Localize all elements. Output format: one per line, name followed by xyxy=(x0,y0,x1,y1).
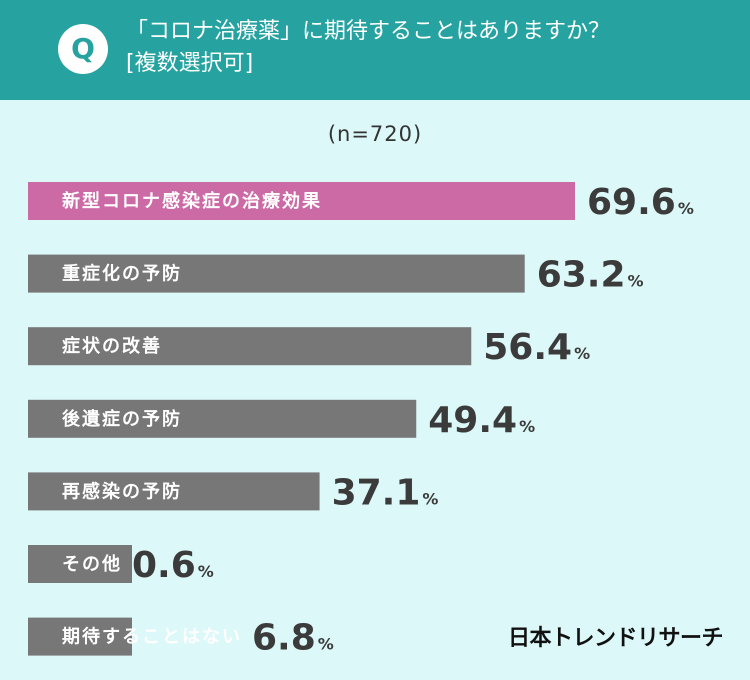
bar-category-label: 再感染の予防 xyxy=(62,480,182,502)
bar xyxy=(28,254,525,293)
bar-value-label: 56.4% xyxy=(483,327,590,368)
bar-group: 後遺症の予防 49.4% xyxy=(28,399,535,441)
bar xyxy=(28,399,417,438)
value-number: 69.6 xyxy=(587,182,676,223)
bar-value-label: 6.8% xyxy=(252,618,334,659)
question-line-1: 「コロナ治療薬」に期待することはありますか？ xyxy=(126,19,611,44)
bar-category-label: 新型コロナ感染症の治療効果 xyxy=(62,190,322,212)
bar xyxy=(28,472,320,511)
bar-group: 再感染の予防 37.1% xyxy=(28,472,438,513)
value-number: 0.6 xyxy=(132,545,196,586)
question-badge: Q xyxy=(58,24,108,74)
value-unit: % xyxy=(628,272,644,291)
bar-value-label: 63.2% xyxy=(537,255,644,296)
bar xyxy=(28,327,472,366)
bar-group: 症状の改善 56.4% xyxy=(28,327,590,368)
header-banner: Q 「コロナ治療薬」に期待することはありますか？ [複数選択可] xyxy=(0,0,750,100)
value-unit: % xyxy=(519,417,535,436)
value-unit: % xyxy=(198,562,214,581)
value-unit: % xyxy=(318,635,334,654)
value-unit: % xyxy=(422,489,438,508)
bar-group: その他 0.6% xyxy=(28,545,214,586)
value-number: 49.4 xyxy=(428,400,517,441)
bar xyxy=(28,545,132,583)
bar-value-label: 0.6% xyxy=(132,545,214,586)
bar-category-label: 重症化の予防 xyxy=(62,263,182,285)
bar-category-label: 後遺症の予防 xyxy=(62,408,182,430)
bar-group: 新型コロナ感染症の治療効果 69.6% xyxy=(28,182,694,223)
value-unit: % xyxy=(678,199,694,218)
bar-category-label: 期待することはない xyxy=(62,626,242,648)
company-logo: 日本トレンドリサーチ xyxy=(508,626,724,651)
value-number: 37.1 xyxy=(332,472,421,513)
sample-size: (n=720) xyxy=(327,122,423,146)
question-text: 「コロナ治療薬」に期待することはありますか？ [複数選択可] xyxy=(126,16,736,80)
bar-category-label: 症状の改善 xyxy=(62,335,162,357)
bar-value-label: 69.6% xyxy=(587,182,694,223)
bar-value-label: 37.1% xyxy=(332,472,439,513)
bar-category-label: その他 xyxy=(62,553,122,575)
bar-group: 重症化の予防 63.2% xyxy=(28,254,644,296)
value-number: 56.4 xyxy=(483,327,572,368)
value-number: 6.8 xyxy=(252,618,316,659)
value-number: 63.2 xyxy=(537,255,626,296)
bar-value-label: 49.4% xyxy=(428,400,535,441)
bar xyxy=(28,617,132,656)
question-line-2: [複数選択可] xyxy=(126,51,254,76)
value-unit: % xyxy=(574,344,590,363)
bar xyxy=(28,182,575,220)
bar-group: 期待することはない 6.8% xyxy=(28,617,334,659)
